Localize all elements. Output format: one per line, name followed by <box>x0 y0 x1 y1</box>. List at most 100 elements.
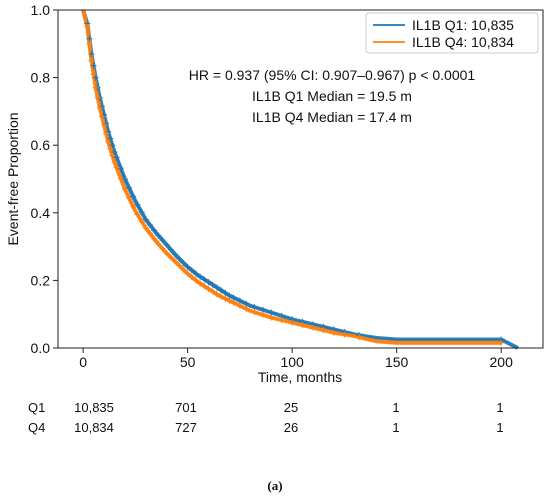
censor-mark <box>138 218 145 225</box>
censor-mark <box>126 194 133 201</box>
censor-mark <box>90 71 97 78</box>
censor-mark <box>192 277 199 284</box>
risk-cell: 727 <box>175 420 197 435</box>
censor-mark <box>109 142 116 149</box>
censor-mark <box>146 230 153 237</box>
censor-mark <box>84 23 91 30</box>
series-band-0 <box>81 9 519 350</box>
censor-mark <box>330 329 337 336</box>
censor-mark <box>107 145 114 152</box>
censor-mark <box>201 283 208 290</box>
censor-mark <box>167 254 174 261</box>
censor-mark <box>268 314 275 321</box>
x-tick-label: 100 <box>280 354 304 370</box>
censor-mark <box>113 154 120 161</box>
risk-cell: 1 <box>496 400 504 415</box>
censor-mark <box>205 285 212 292</box>
censor-mark <box>209 281 216 288</box>
censor-mark <box>230 294 237 301</box>
x-tick-label: 0 <box>79 354 87 370</box>
censor-mark <box>176 262 183 269</box>
q1-median-annotation: IL1B Q1 Median = 19.5 m <box>252 88 412 104</box>
plot-area <box>81 9 519 350</box>
censor-mark <box>251 304 258 311</box>
censor-mark <box>111 159 118 166</box>
censor-mark <box>218 293 225 300</box>
censor-mark <box>105 138 112 145</box>
censor-mark <box>121 186 128 193</box>
censor-mark <box>88 57 95 64</box>
q4-median-annotation: IL1B Q4 Median = 17.4 m <box>252 109 412 125</box>
censor-mark <box>92 84 99 91</box>
censor-mark <box>197 280 204 287</box>
censor-mark <box>310 324 317 331</box>
censor-mark <box>259 311 266 318</box>
series-band-1 <box>81 9 502 345</box>
censor-mark <box>117 165 124 172</box>
risk-cell: 10,834 <box>74 420 114 435</box>
censor-mark <box>86 35 93 42</box>
censor-mark <box>251 309 258 316</box>
censor-mark <box>142 225 149 232</box>
risk-cell: 25 <box>283 400 299 415</box>
y-tick-label: 0.0 <box>31 340 51 356</box>
x-axis-label: Time, months <box>258 369 342 385</box>
y-tick-label: 1.0 <box>31 2 51 18</box>
censor-mark <box>103 130 110 137</box>
censor-mark <box>100 121 107 128</box>
series-line-1 <box>82 9 502 344</box>
hr-annotation: HR = 0.937 (95% CI: 0.907–0.967) p < 0.0… <box>189 67 476 83</box>
risk-cell: 10,835 <box>74 400 114 415</box>
censor-mark <box>155 240 162 247</box>
censor-mark <box>94 94 101 101</box>
censor-mark <box>230 299 237 306</box>
censor-mark <box>213 291 220 298</box>
censor-mark <box>86 40 93 47</box>
y-tick-label: 0.8 <box>31 70 51 86</box>
x-tick-label: 50 <box>180 354 196 370</box>
censor-mark <box>243 305 250 312</box>
x-axis: 0 50 100 150 200 <box>79 348 513 370</box>
y-axis-label: Event-free Proportion <box>5 112 21 245</box>
censor-mark <box>184 263 191 270</box>
censor-mark <box>236 297 243 304</box>
plot-frame <box>57 9 544 349</box>
censor-mark <box>176 255 183 262</box>
censor-mark <box>126 184 133 191</box>
censor-mark <box>92 74 99 81</box>
censor-mark <box>151 227 158 234</box>
censor-mark <box>243 300 250 307</box>
censor-mark <box>278 317 285 324</box>
censor-mark <box>201 276 208 283</box>
censor-mark <box>236 302 243 309</box>
censor-mark <box>98 113 105 120</box>
censor-mark <box>341 331 348 338</box>
censor-mark <box>142 216 149 223</box>
censor-mark <box>88 50 95 57</box>
censor-mark <box>226 292 233 299</box>
censor-mark <box>498 339 505 346</box>
censor-mark <box>159 237 166 244</box>
risk-cell: 1 <box>392 420 400 435</box>
y-tick-label: 0.4 <box>31 205 51 221</box>
censor-mark <box>197 273 204 280</box>
risk-cell: 1 <box>392 400 400 415</box>
censor-mark <box>218 287 225 294</box>
censor-mark <box>180 266 187 273</box>
censor-mark <box>96 105 103 112</box>
censor-mark <box>222 289 229 296</box>
legend-q1-label: IL1B Q1: 10,835 <box>412 17 514 33</box>
km-chart: 0 50 100 150 200 0.0 0.2 0.4 0.6 0.8 1.0 Time, mo… <box>5 2 544 385</box>
censor-mark <box>121 176 128 182</box>
series-line-0 <box>82 9 519 349</box>
censor-mark <box>320 327 327 334</box>
censor-mark <box>180 259 187 266</box>
panel-label: (a) <box>267 478 283 493</box>
censor-mark <box>155 232 162 239</box>
legend-box <box>365 12 539 54</box>
censor-mark <box>107 135 114 142</box>
censor-mark <box>113 164 120 171</box>
censor-mark <box>163 241 170 248</box>
censor-mark <box>117 175 124 182</box>
censor-mark <box>172 258 179 265</box>
